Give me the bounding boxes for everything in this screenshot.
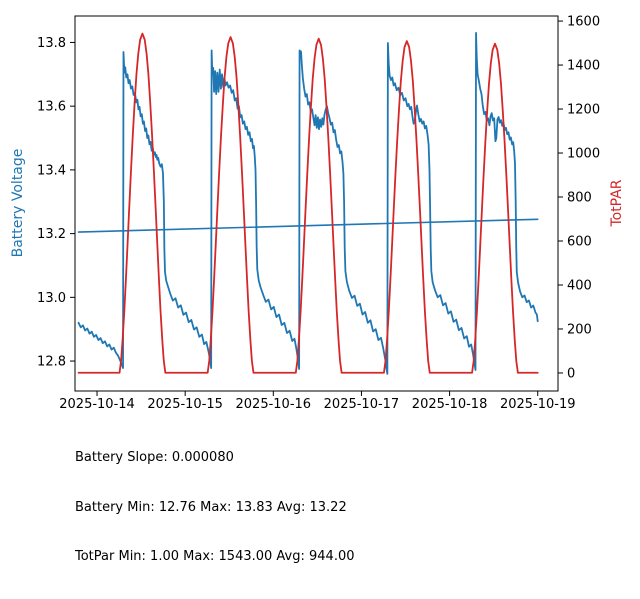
y-right-tick-label-2: 400: [567, 278, 592, 293]
y-right-tick-label-0: 0: [567, 366, 575, 381]
totpar-line: [77, 32, 539, 374]
battery-voltage-line: [77, 31, 539, 375]
y-right-tick-label-8: 1600: [567, 15, 600, 30]
x-tick-label-2: 2025-10-16: [236, 397, 312, 412]
y-left-tick-label-4: 13.6: [37, 100, 66, 115]
chart-canvas: 2025-10-14 2025-10-15 2025-10-16 2025-10-17…: [10, 15, 625, 412]
x-tick-label-4: 2025-10-18: [412, 397, 488, 412]
y-left-tick-label-1: 13.0: [37, 291, 66, 306]
y-right-tick-label-7: 1400: [567, 59, 600, 74]
y-left-tick-label-0: 12.8: [37, 355, 66, 370]
stats-totpar-minmax: TotPar Min: 1.00 Max: 1543.00 Avg: 944.0…: [75, 549, 355, 564]
battery-trend-line: [77, 218, 539, 233]
right-axis-label: TotPAR: [609, 179, 625, 227]
x-tick-label-3: 2025-10-17: [324, 397, 400, 412]
y-right-tick-label-3: 600: [567, 235, 592, 250]
y-right-tick-label-6: 1200: [567, 103, 600, 118]
left-axis-label: Battery Voltage: [10, 149, 26, 258]
x-tick-label-1: 2025-10-15: [147, 397, 223, 412]
y-left-tick-label-2: 13.2: [37, 227, 66, 242]
x-tick-label-0: 2025-10-14: [59, 397, 135, 412]
plot-frame: [74, 15, 559, 392]
y-right-tick-label-4: 800: [567, 191, 592, 206]
y-right-tick-label-1: 200: [567, 322, 592, 337]
y-right-tick-label-5: 1000: [567, 147, 600, 162]
stats-battery-minmax: Battery Min: 12.76 Max: 13.83 Avg: 13.22: [75, 499, 347, 515]
figure: 2025-10-14 2025-10-15 2025-10-16 2025-10-17…: [10, 14, 625, 564]
stats-battery-slope: Battery Slope: 0.000080: [75, 450, 234, 465]
y-left-tick-label-5: 13.8: [37, 36, 66, 51]
y-left-tick-label-3: 13.4: [37, 163, 66, 178]
x-tick-label-5: 2025-10-19: [500, 397, 576, 412]
stats-block: Battery Slope: 0.000080 Battery Min: 12.…: [75, 417, 355, 599]
